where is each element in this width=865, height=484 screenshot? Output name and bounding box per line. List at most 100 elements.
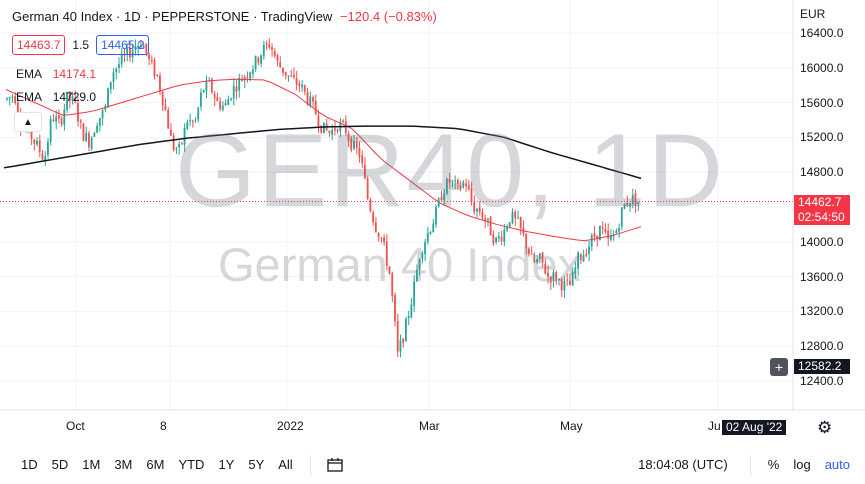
candle-down <box>489 216 492 236</box>
candle-up <box>631 194 634 204</box>
candle-up <box>227 99 230 105</box>
candle-down <box>402 338 405 343</box>
candle-up <box>118 64 120 68</box>
candle-down <box>568 280 571 286</box>
timeframe-1m[interactable]: 1M <box>82 457 101 472</box>
timeframe-ytd[interactable]: YTD <box>178 457 205 472</box>
candle-down <box>153 60 156 77</box>
candle-down <box>312 97 314 102</box>
candle-up <box>445 178 448 194</box>
candle-up <box>637 202 640 205</box>
candle-down <box>33 139 36 144</box>
candle-up <box>301 84 303 88</box>
timeframe-6m[interactable]: 6M <box>146 457 165 472</box>
candle-up <box>418 259 421 269</box>
timeframe-1d[interactable]: 1D <box>21 457 38 472</box>
candle-down <box>459 185 462 189</box>
timeframe-5y[interactable]: 5Y <box>248 457 265 472</box>
percent-scale-toggle[interactable]: % <box>767 457 780 472</box>
candle-up <box>120 54 123 65</box>
candle-up <box>96 125 99 133</box>
candle-down <box>465 183 467 187</box>
toolbar-divider <box>749 454 751 475</box>
time-tick-label: 8 <box>160 419 167 433</box>
candle-down <box>292 74 295 78</box>
candle-up <box>538 253 541 259</box>
candle-down <box>394 295 396 322</box>
candle-up <box>126 47 129 55</box>
toolbar-divider <box>309 454 311 475</box>
candle-down <box>30 125 33 139</box>
indicator-ema-slow[interactable]: EMA 14729.0 <box>16 90 96 104</box>
time-tick-label: Ju <box>708 419 721 433</box>
candle-up <box>142 45 145 49</box>
price-change: −120.4 (−0.83%) <box>339 9 437 24</box>
price-tick-label: 12400.0 <box>800 374 844 388</box>
candle-up <box>506 227 508 231</box>
indicator-ema-fast[interactable]: EMA 14174.1 <box>16 67 96 81</box>
candle-up <box>8 97 11 99</box>
candle-down <box>273 51 276 57</box>
candle-up <box>85 133 88 141</box>
candle-up <box>629 203 631 207</box>
gear-icon[interactable]: ⚙ <box>817 418 833 437</box>
bottom-toolbar: 1D 5D 1M 3M 6M YTD 1Y 5Y All 18:04:08 (U… <box>0 445 865 484</box>
candle-down <box>519 216 522 229</box>
order-panel: 14463.7 1.5 14465.2 <box>12 35 150 55</box>
candle-up <box>205 81 208 91</box>
indicator-value: 14729.0 <box>52 90 97 104</box>
candle-down <box>380 237 383 239</box>
crosshair-date-tag: 02 Aug '22 <box>722 420 787 435</box>
candle-up <box>249 72 252 79</box>
candle-down <box>52 119 55 121</box>
candle-up <box>262 44 265 56</box>
currency-label[interactable]: EUR <box>800 7 826 21</box>
candle-down <box>167 110 170 129</box>
auto-scale-toggle[interactable]: auto <box>824 457 850 472</box>
sell-price-button[interactable]: 14463.7 <box>12 35 66 55</box>
candle-down <box>210 79 213 93</box>
timeframe-3m[interactable]: 3M <box>114 457 133 472</box>
candle-down <box>82 123 85 142</box>
plus-icon[interactable]: + <box>770 358 788 376</box>
candle-up <box>63 109 66 125</box>
candle-down <box>16 102 19 115</box>
log-scale-toggle[interactable]: log <box>793 457 811 472</box>
candle-down <box>544 263 547 274</box>
candle-up <box>424 242 426 254</box>
timeframe-5d[interactable]: 5D <box>51 457 69 472</box>
candle-up <box>238 78 241 91</box>
candle-down <box>41 153 44 160</box>
candle-down <box>527 248 530 254</box>
candle-down <box>172 135 175 150</box>
timeframe-1y[interactable]: 1Y <box>218 457 235 472</box>
spread-value: 1.5 <box>72 38 90 52</box>
candle-up <box>194 119 197 121</box>
candle-down <box>271 47 273 50</box>
candle-down <box>541 252 544 263</box>
candle-down <box>361 155 364 164</box>
candle-up <box>353 140 355 149</box>
candle-up <box>93 132 96 137</box>
candle-up <box>90 137 93 149</box>
utc-clock[interactable]: 18:04:08 (UTC) <box>638 457 728 472</box>
candle-down <box>265 43 268 45</box>
collapse-indicators-button[interactable]: ▲ <box>14 112 42 132</box>
candle-up <box>574 267 577 274</box>
timeframe-all[interactable]: All <box>278 457 293 472</box>
candle-down <box>533 254 536 263</box>
candle-up <box>476 208 478 212</box>
buy-price-button[interactable]: 14465.2 <box>96 35 150 55</box>
price-tick-label: 16000.0 <box>800 60 844 75</box>
candle-up <box>71 96 74 101</box>
candle-down <box>123 54 126 56</box>
candle-down <box>369 199 372 212</box>
candle-down <box>336 129 339 132</box>
candle-down <box>456 179 459 184</box>
candle-up <box>495 237 497 243</box>
candle-down <box>344 121 347 134</box>
calendar-range-icon[interactable] <box>327 457 343 472</box>
candle-up <box>44 156 47 162</box>
candle-up <box>46 141 49 155</box>
